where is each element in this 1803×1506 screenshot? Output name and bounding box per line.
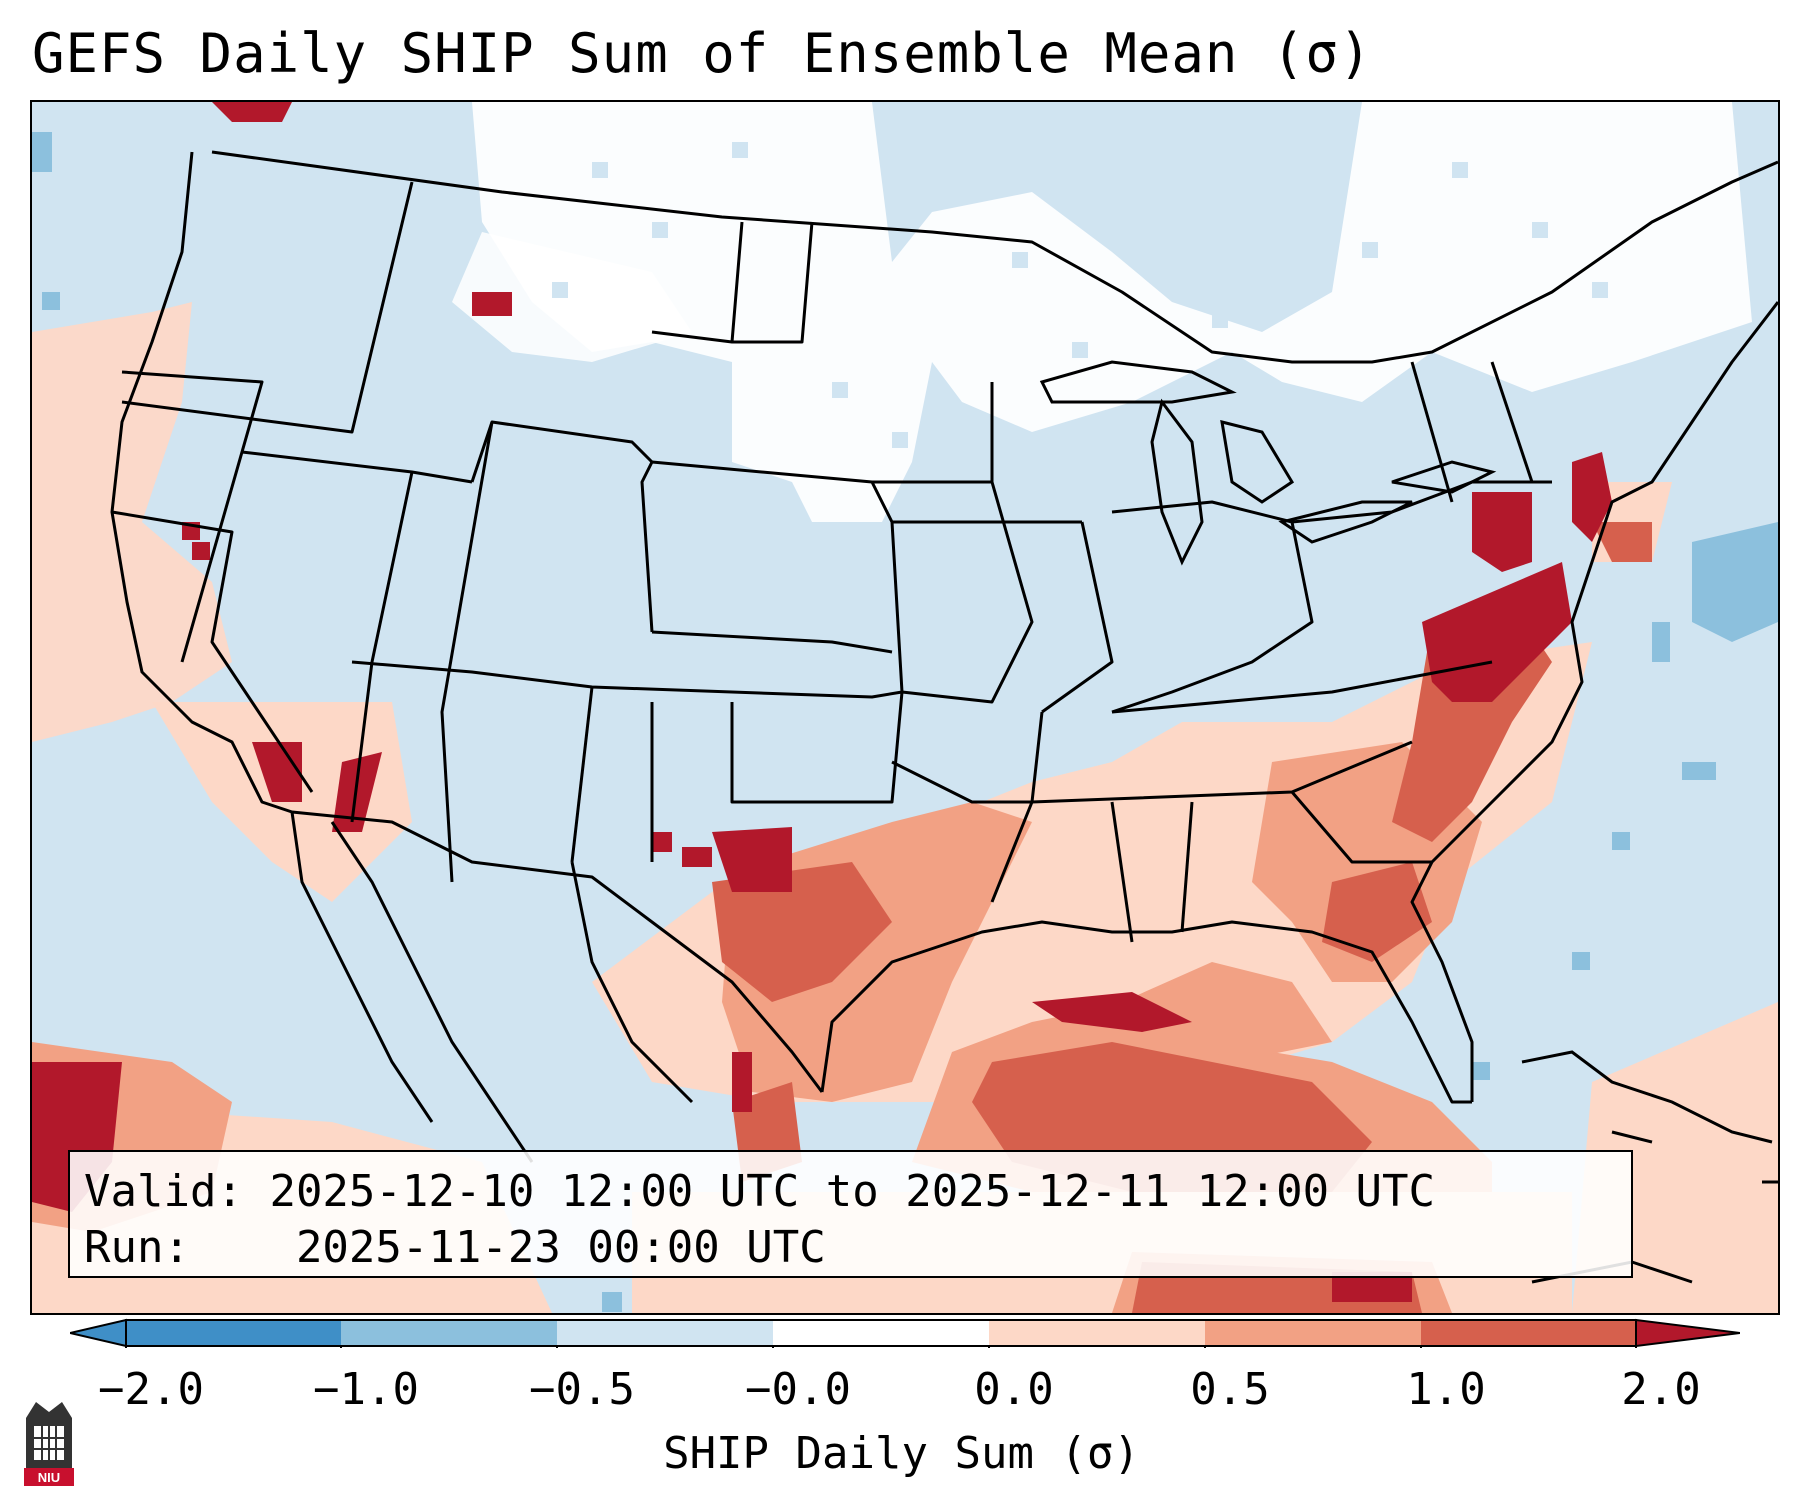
colorbar-tick-label: −1.0 — [313, 1364, 419, 1415]
run-value: 2025-11-23 00:00 UTC — [295, 1222, 826, 1273]
near-zero-speckle — [552, 142, 1608, 448]
colorbar-frame — [125, 1319, 1637, 1347]
colorbar-tick-label: 1.0 — [1406, 1364, 1486, 1415]
colorbar-segment-3 — [557, 1320, 773, 1346]
ship-anomaly-map — [32, 102, 1778, 1313]
validity-info-box: Valid: 2025-12-10 12:00 UTC to 2025-12-1… — [68, 1150, 1633, 1278]
negative-anomaly-patches — [32, 132, 1778, 1312]
great-lakes — [1039, 360, 1497, 566]
colorbar-tick-label: −0.5 — [529, 1364, 635, 1415]
colorbar-tick-label: 0.0 — [974, 1364, 1054, 1415]
run-label: Run: — [84, 1222, 190, 1273]
colorbar-tick-label: 0.5 — [1190, 1364, 1270, 1415]
colorbar-segment-1 — [126, 1320, 341, 1346]
colorbar-tick-label: 2.0 — [1621, 1364, 1701, 1415]
colorbar-tick-label: −0.0 — [745, 1364, 851, 1415]
political-boundaries — [110, 150, 1778, 1104]
mexico-coast — [290, 811, 694, 1163]
colorbar-ticks — [125, 1346, 1637, 1348]
colorbar-over-arrow — [1635, 1318, 1740, 1348]
valid-label: Valid: — [84, 1166, 243, 1217]
valid-value: 2025-12-10 12:00 UTC to 2025-12-11 12:00… — [269, 1166, 1436, 1217]
colorbar-under-arrow — [70, 1318, 127, 1348]
colorbar-segment-5 — [989, 1320, 1205, 1346]
niu-logo: NIU — [24, 1402, 74, 1486]
colorbar-segment-4 — [773, 1320, 989, 1346]
map-title: GEFS Daily SHIP Sum of Ensemble Mean (σ) — [32, 22, 1373, 85]
near-zero-regions — [452, 102, 1752, 522]
colorbar-segment-7 — [1421, 1320, 1636, 1346]
colorbar-segment-6 — [1205, 1320, 1421, 1346]
map-panel — [30, 100, 1780, 1315]
colorbar — [70, 1318, 1740, 1348]
logo-text: NIU — [38, 1470, 60, 1485]
colorbar-segment-2 — [341, 1320, 557, 1346]
colorbar-label: SHIP Daily Sum (σ) — [663, 1428, 1140, 1479]
colorbar-tick-label: −2.0 — [98, 1364, 204, 1415]
